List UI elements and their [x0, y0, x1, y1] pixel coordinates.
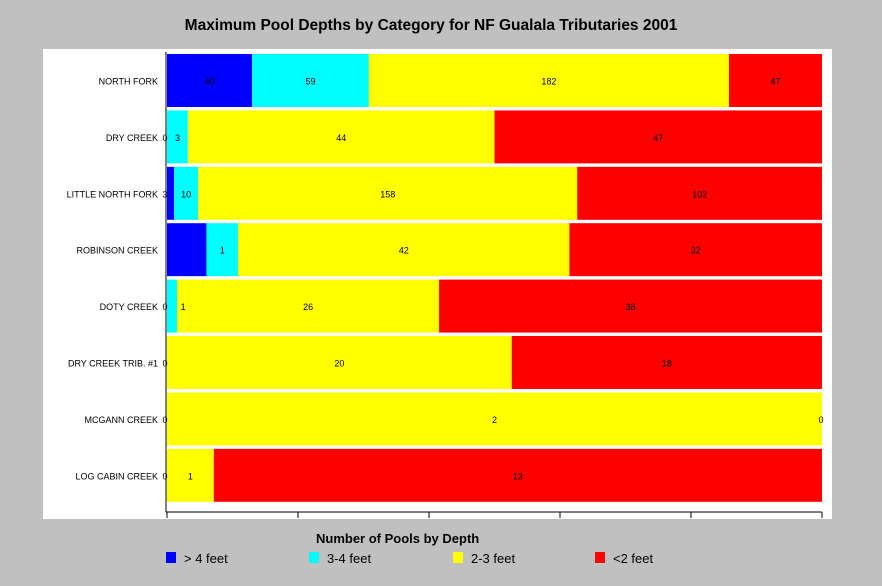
- category-label: LITTLE NORTH FORK: [67, 189, 158, 199]
- category-label: MCGANN CREEK: [84, 415, 158, 425]
- data-label: 20: [334, 359, 344, 369]
- bar-segment: [167, 110, 188, 164]
- bar-segment: [206, 223, 239, 277]
- legend-swatch: [595, 552, 605, 563]
- category-label: ROBINSON CREEK: [76, 246, 158, 256]
- bar-segment: [728, 54, 822, 107]
- data-label: 42: [399, 246, 409, 256]
- legend-label: <2 feet: [613, 551, 654, 566]
- category-label: NORTH FORK: [99, 77, 158, 87]
- data-label: 1: [220, 246, 225, 256]
- data-label: 59: [305, 77, 315, 87]
- data-label: 10: [181, 189, 191, 199]
- bar-segment: [167, 448, 214, 502]
- bar-segment: [167, 279, 178, 333]
- data-label: 3: [175, 133, 180, 143]
- data-label: 32: [691, 246, 701, 256]
- bar-segment: [494, 110, 822, 164]
- legend-swatch: [309, 552, 319, 563]
- bar-segment: [213, 448, 823, 502]
- bar-segment: [174, 166, 199, 220]
- data-label: 26: [303, 302, 313, 312]
- data-label: 47: [770, 77, 780, 87]
- data-label: 3: [162, 189, 167, 199]
- data-label: 13: [513, 471, 523, 481]
- data-label: 38: [626, 302, 636, 312]
- bar-segment: [238, 223, 570, 277]
- bar-segment: [167, 54, 253, 107]
- bar-segment: [511, 336, 822, 389]
- data-label: 44: [336, 133, 346, 143]
- bar-segment: [252, 54, 369, 107]
- data-label: 182: [541, 77, 556, 87]
- legend-label: 2-3 feet: [471, 551, 516, 566]
- data-label: 0: [162, 302, 167, 312]
- data-label: 0: [162, 471, 167, 481]
- data-label: 102: [692, 189, 707, 199]
- bar-segment: [167, 392, 822, 446]
- bar-segment: [368, 54, 729, 107]
- bar-segment: [187, 110, 495, 164]
- data-label: 18: [662, 359, 672, 369]
- data-label: 47: [653, 133, 663, 143]
- category-label: DRY CREEK TRIB. #1: [68, 359, 158, 369]
- category-label: DOTY CREEK: [100, 302, 158, 312]
- data-label: 1: [188, 471, 193, 481]
- legend-swatch: [166, 552, 176, 563]
- data-label: 0: [162, 133, 167, 143]
- legend-swatch: [453, 552, 463, 563]
- chart-title: Maximum Pool Depths by Category for NF G…: [184, 17, 678, 34]
- legend-label: 3-4 feet: [327, 551, 372, 566]
- bar-segment: [167, 166, 175, 220]
- bar-segment: [439, 279, 822, 333]
- data-label: 40: [205, 77, 215, 87]
- data-label: 0: [818, 415, 823, 425]
- bar-segment: [577, 166, 822, 220]
- category-label: LOG CABIN CREEK: [75, 471, 158, 481]
- x-axis-label: Number of Pools by Depth: [316, 531, 480, 546]
- bar-segment: [177, 279, 440, 333]
- bar-segment: [569, 223, 822, 277]
- bar-segment: [198, 166, 578, 220]
- legend-label: > 4 feet: [184, 551, 228, 566]
- bar-segment: [167, 336, 512, 389]
- data-label: 158: [380, 189, 395, 199]
- data-label: 1: [181, 302, 186, 312]
- data-label: 2: [492, 415, 497, 425]
- bar-segment: [167, 223, 207, 277]
- data-label: 0: [162, 359, 167, 369]
- category-label: DRY CREEK: [106, 133, 158, 143]
- data-label: 0: [162, 415, 167, 425]
